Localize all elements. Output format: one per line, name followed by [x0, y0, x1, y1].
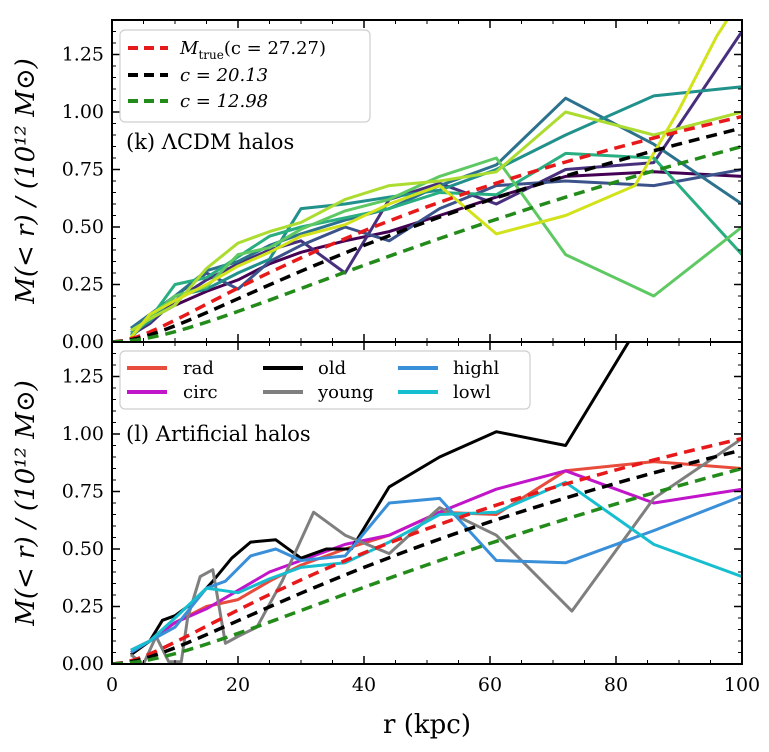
legend-highl-label: highl [453, 358, 499, 379]
panel-k-legend-box [119, 29, 371, 123]
panel-l-fits-group [112, 436, 742, 664]
legend-mtrue-sub: true [198, 48, 223, 62]
series-line-k-halo-6 [129, 151, 742, 337]
panel-l-label: (l) Artificial halos [126, 422, 311, 446]
fit-line-k-0 [112, 114, 742, 342]
ytick-label-k-2: 0.50 [62, 216, 104, 238]
xtick-label-1: 20 [226, 674, 250, 696]
xlabel: r (kpc) [383, 710, 471, 740]
fit-line-l-0 [112, 436, 742, 664]
series-line-l-old [130, 342, 632, 657]
panel-k-series-group [129, 20, 742, 339]
ytick-label-l-2: 0.50 [62, 538, 104, 560]
panel-k-label: (k) ΛCDM halos [126, 130, 294, 154]
panel-l: 0.00 0.25 0.50 0.75 1.00 1.25 0 20 40 60 80 100 (l)… [62, 341, 760, 696]
legend-rad-label: rad [183, 358, 214, 379]
legend-mtrue-rest: (c = 27.27) [224, 38, 326, 59]
xtick-label-0: 0 [106, 674, 118, 696]
legend-lowl-label: lowl [453, 382, 491, 403]
panel-k-fits-group [112, 114, 742, 342]
ytick-label-k-5: 1.25 [62, 44, 104, 66]
fit-line-k-1 [112, 126, 742, 342]
legend-circ-label: circ [183, 382, 218, 403]
legend-young-label: young [317, 382, 374, 403]
ytick-label-l-1: 0.25 [62, 596, 104, 618]
panel-l-ylabel: M(< r) / (10¹² M⊙) [11, 380, 41, 627]
panel-k-legend: Mtrue(c = 27.27) c = 20.13 c = 12.98 [119, 29, 371, 123]
panel-l-legend-box [119, 350, 531, 410]
ytick-label-l-4: 1.00 [62, 423, 104, 445]
legend-mtrue-label: Mtrue(c = 27.27) [179, 38, 326, 62]
panel-l-legend: rad circ old young highl lowl [119, 350, 531, 410]
ytick-label-l-0: 0.00 [62, 653, 104, 675]
legend-c1298-label: c = 12.98 [180, 91, 268, 112]
ytick-label-k-3: 0.75 [62, 159, 104, 181]
ytick-label-l-5: 1.25 [62, 366, 104, 388]
xtick-label-4: 80 [604, 674, 628, 696]
series-line-l-young [130, 437, 742, 664]
series-line-k-halo-9 [129, 20, 729, 339]
series-line-l-highl [130, 494, 742, 654]
series-line-k-halo-4 [130, 96, 742, 330]
legend-old-label: old [318, 358, 346, 379]
panel-k-ylabel: M(< r) / (10¹² M⊙) [11, 58, 41, 305]
legend-mtrue-main: M [179, 38, 199, 59]
series-line-k-halo-7 [129, 156, 742, 339]
xtick-label-2: 40 [352, 674, 376, 696]
fit-line-l-2 [112, 466, 742, 664]
ytick-label-l-3: 0.75 [62, 481, 104, 503]
fit-line-l-1 [112, 448, 742, 664]
panel-k: 0.000.250.500.751.001.25 (k) ΛCDM halos … [62, 19, 743, 353]
ytick-label-k-4: 1.00 [62, 101, 104, 123]
ytick-label-k-0: 0.00 [62, 331, 104, 353]
ytick-label-k-1: 0.25 [62, 274, 104, 296]
panel-l-frame [111, 341, 743, 665]
xtick-label-5: 100 [724, 674, 760, 696]
fit-line-k-2 [112, 144, 742, 342]
legend-c2013-label: c = 20.13 [180, 65, 268, 86]
xtick-label-3: 60 [478, 674, 502, 696]
